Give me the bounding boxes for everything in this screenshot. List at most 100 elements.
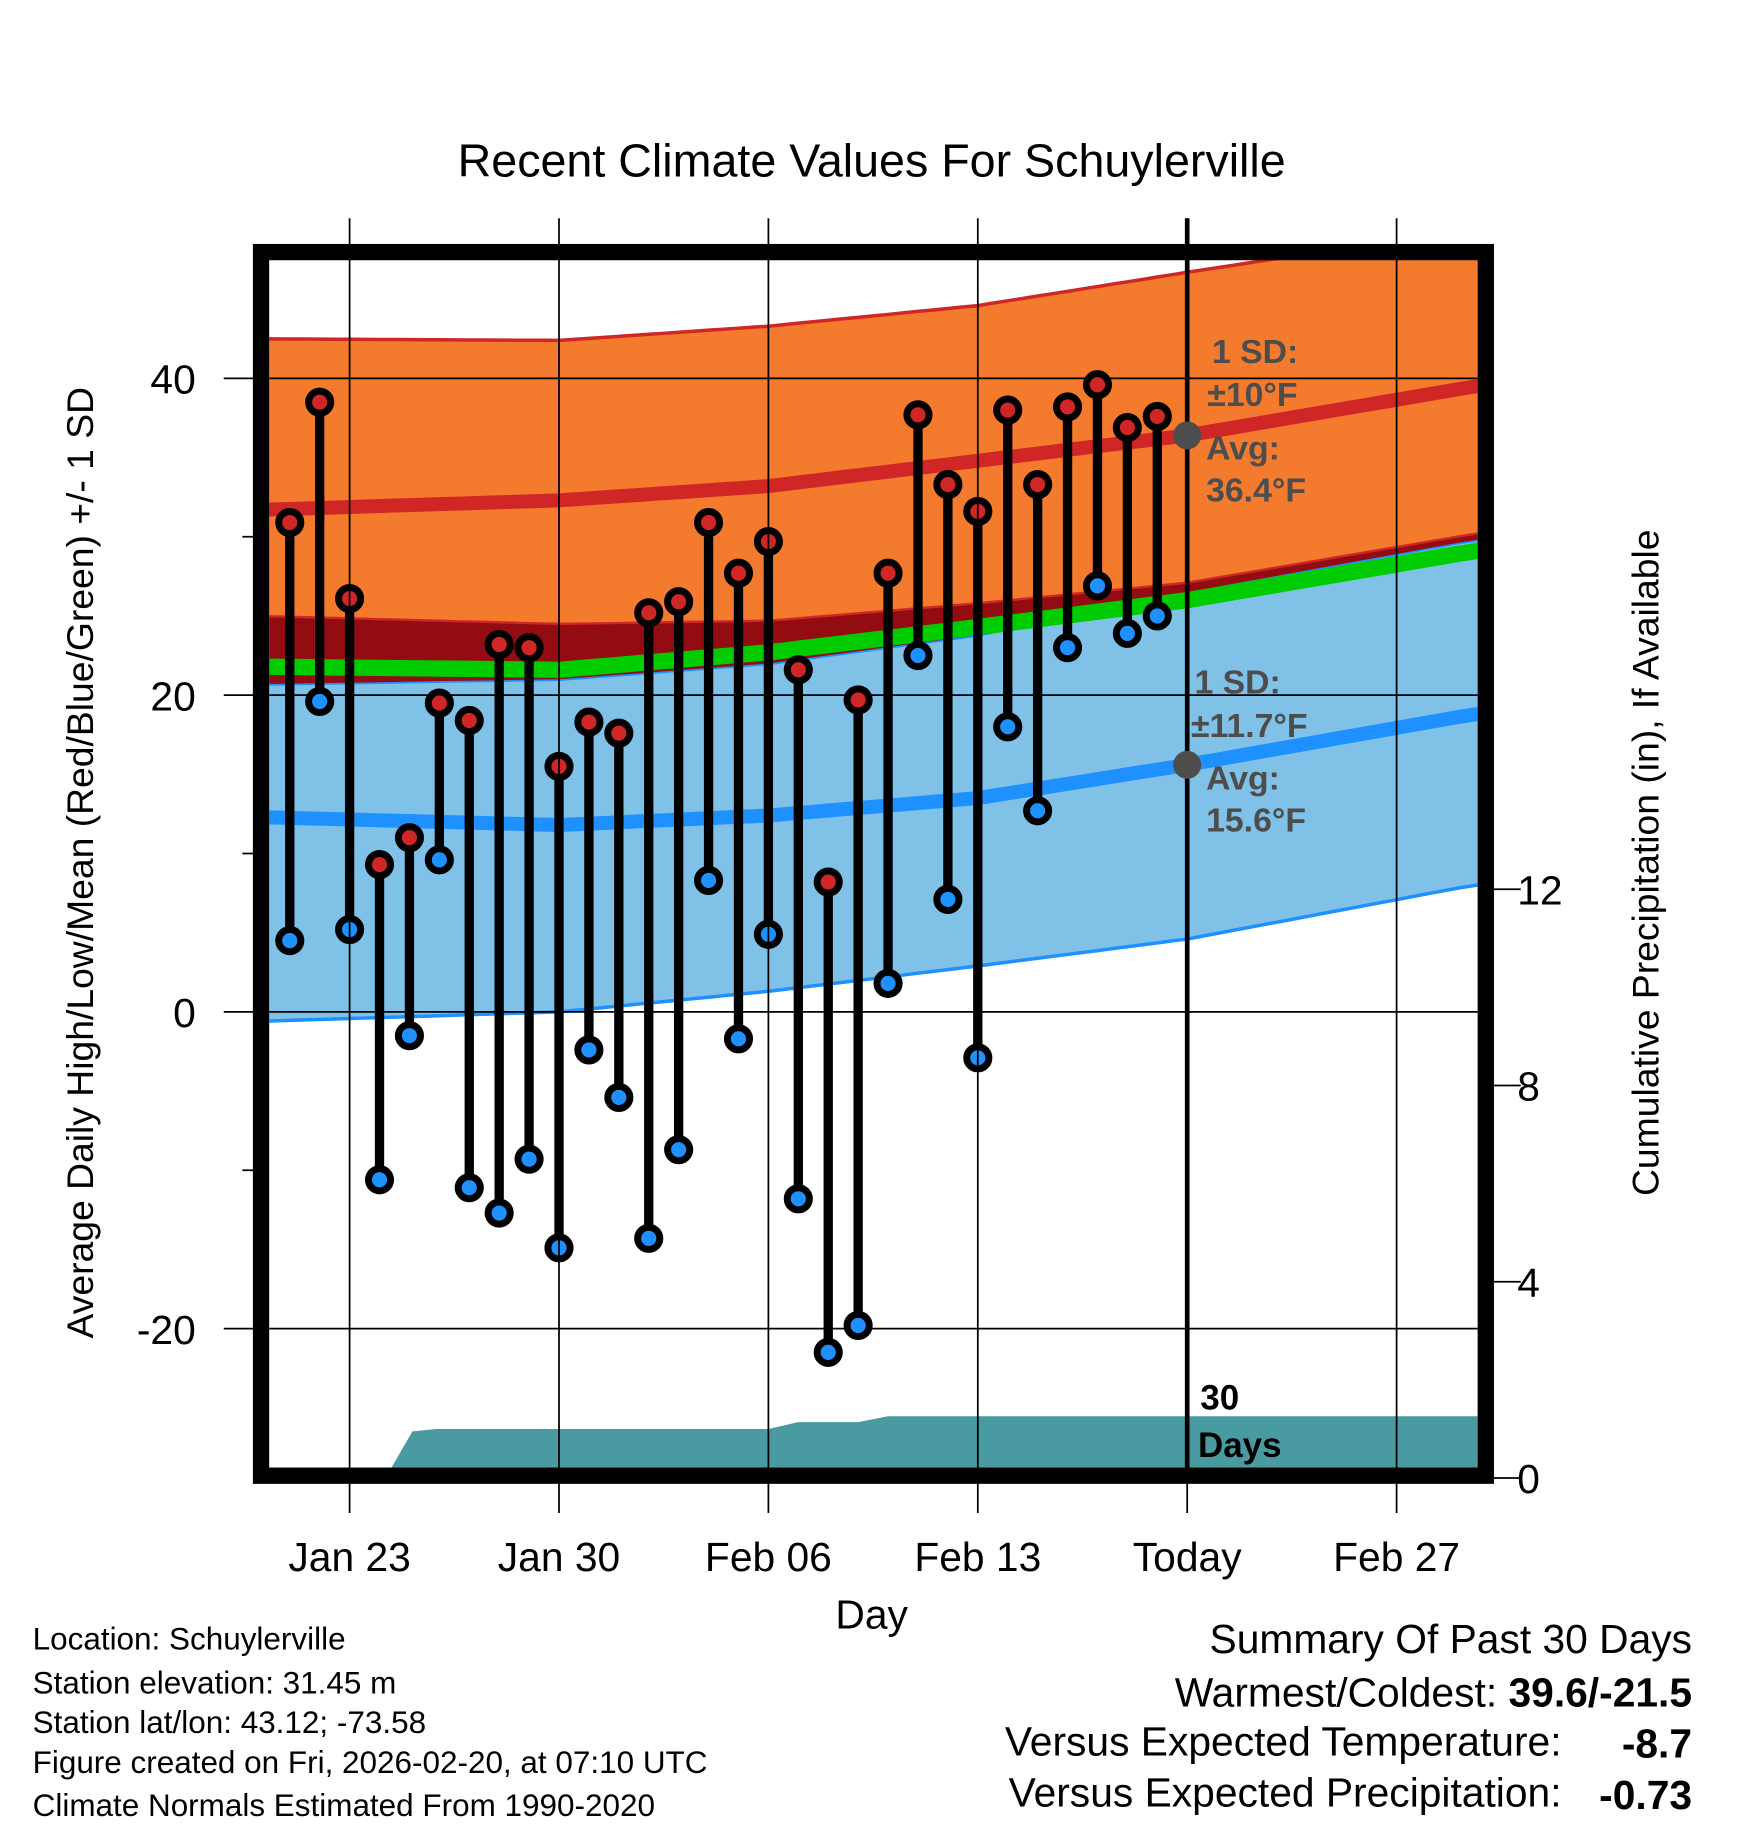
daily-high-point (664, 587, 694, 617)
daily-high-point (993, 395, 1023, 425)
axes: Jan 23 Jan 30 Feb 06 Feb 13 Today Feb 2740200… (137, 218, 1563, 1580)
info-created: Figure created on Fri, 2026-02-20, at 07… (33, 1745, 708, 1780)
daily-high-point (514, 633, 544, 663)
daily-high-point (305, 387, 335, 417)
daily-high-point (394, 823, 424, 853)
chart-title: Recent Climate Values For Schuylerville (458, 134, 1286, 186)
daily-high-point (694, 507, 724, 538)
daily-low-point (813, 1337, 843, 1367)
daily-low-point (1142, 601, 1172, 631)
station-info: Location: Schuylerville Station elevatio… (33, 1621, 708, 1823)
daily-low-point (275, 926, 305, 956)
daily-high-point (1023, 469, 1053, 500)
y-tick-label: 0 (173, 990, 196, 1036)
daily-low-point (364, 1165, 395, 1195)
info-normals: Climate Normals Estimated From 1990-2020 (33, 1788, 655, 1823)
daily-low-point (933, 884, 963, 915)
daily-high-point (903, 400, 933, 430)
daily-high-point (1082, 370, 1113, 400)
low-sd-value: ±11.7°F (1191, 707, 1308, 745)
precip-value: -0.73 (1599, 1772, 1692, 1818)
daily-high-point (1052, 392, 1083, 422)
x-tick-label: Jan 23 (288, 1534, 410, 1580)
daily-low-point (1112, 618, 1142, 648)
daily-high-point (813, 867, 843, 897)
daily-low-point (903, 640, 933, 671)
info-location: Location: Schuylerville (33, 1621, 346, 1656)
high-avg-value: 36.4°F (1206, 471, 1306, 509)
high-normal-line (269, 379, 1478, 517)
y2-tick-label: 0 (1517, 1456, 1540, 1502)
low-annotation: 1 SD: ±11.7°F Avg: 15.6°F (1191, 664, 1308, 840)
low-sd-label: 1 SD: (1194, 664, 1280, 702)
high-sd-value: ±10°F (1207, 376, 1297, 414)
low-sd-band (269, 539, 1478, 1022)
daily-high-point (1112, 412, 1142, 443)
daily-high-point (424, 688, 454, 718)
summary-panel: Summary Of Past 30 Days Warmest/Coldest:… (1005, 1616, 1692, 1818)
info-latlon: Station lat/lon: 43.12; -73.58 (33, 1705, 426, 1740)
daily-low-point (514, 1144, 544, 1174)
x-tick-label: Feb 13 (914, 1534, 1041, 1580)
x-axis-label: Day (835, 1591, 908, 1637)
daily-high-point (723, 558, 754, 588)
high-sd-band (269, 259, 1478, 624)
high-annotation: 1 SD: ±10°F Avg: 36.4°F (1206, 333, 1306, 510)
low-avg-label: Avg: (1206, 759, 1280, 797)
precip-cumulative-area (390, 1416, 1478, 1469)
y-tick-label: 20 (150, 673, 195, 719)
info-elevation: Station elevation: 31.45 m (33, 1666, 397, 1701)
days-count: 30 (1200, 1378, 1239, 1417)
high-sd-label: 1 SD: (1212, 333, 1298, 371)
precip-label: Versus Expected Precipitation: (1009, 1770, 1562, 1816)
sd-overlap-band (269, 533, 1478, 684)
low-normal-line (269, 706, 1478, 832)
summary-warm-cold: Warmest/Coldest: 39.6/-21.5 (1175, 1669, 1692, 1715)
summary-title: Summary Of Past 30 Days (1210, 1616, 1693, 1662)
daily-low-point (843, 1310, 873, 1341)
y-axis-label: Average Daily High/Low/Mean (Red/Blue/Gr… (59, 387, 101, 1338)
y2-tick-label: 8 (1517, 1064, 1540, 1110)
x-tick-label: Jan 30 (498, 1534, 620, 1580)
daily-low-point (1023, 796, 1053, 826)
y2-axis-label: Cumulative Precipitation (in), If Availa… (1624, 529, 1666, 1196)
daily-low-point (1052, 633, 1083, 663)
high-upper-edge (269, 259, 1286, 343)
daily-low-point (634, 1223, 664, 1253)
today-high-normal-marker (1173, 421, 1202, 450)
days-word: Days (1198, 1426, 1282, 1465)
daily-low-point (424, 845, 454, 875)
today-low-normal-marker (1173, 750, 1202, 779)
daily-high-point (454, 705, 484, 736)
daily-low-point (484, 1198, 514, 1228)
daily-high-point (634, 598, 664, 628)
daily-low-point (694, 865, 724, 896)
daily-low-point (783, 1184, 813, 1214)
daily-high-point (574, 707, 604, 737)
daily-high-point (484, 629, 514, 660)
plot-frame (252, 243, 1494, 1484)
low-avg-value: 15.6°F (1206, 801, 1306, 839)
temp-label: Versus Expected Temperature: (1005, 1718, 1562, 1764)
warm-cold-label: Warmest/Coldest: (1175, 1669, 1509, 1715)
daily-low-point (993, 712, 1023, 742)
daily-high-point (843, 685, 873, 715)
daily-high-point (275, 507, 305, 538)
high-avg-label: Avg: (1206, 430, 1280, 468)
x-tick-label: Feb 06 (705, 1534, 832, 1580)
y-tick-label: -20 (137, 1307, 196, 1353)
temp-value: -8.7 (1622, 1721, 1692, 1767)
daily-low-point (604, 1082, 634, 1112)
daily-high-point (604, 718, 634, 748)
daily-low-point (574, 1035, 604, 1065)
y2-tick-label: 4 (1517, 1260, 1540, 1306)
x-tick-label: Today (1133, 1534, 1242, 1580)
daily-low-point (723, 1024, 754, 1054)
daily-high-point (933, 469, 963, 500)
daily-high-point (364, 850, 395, 880)
daily-low-point (664, 1135, 694, 1165)
y-tick-label: 40 (150, 357, 195, 403)
daily-low-point (1082, 571, 1113, 601)
plot-area (269, 259, 1478, 1469)
